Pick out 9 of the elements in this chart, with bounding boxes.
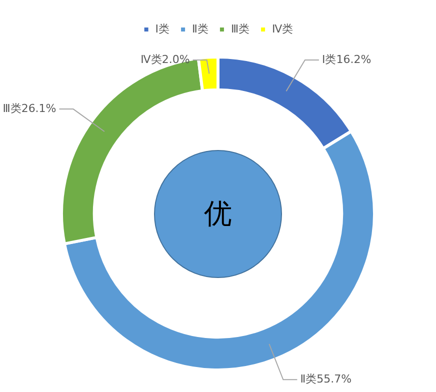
data-label: Ⅲ类26.1%: [2, 102, 56, 115]
data-label: Ⅳ类2.0%: [140, 52, 190, 66]
data-label: Ⅱ类55.7%: [300, 372, 352, 386]
legend-label: Ⅱ类: [192, 22, 208, 36]
legend-label: Ⅲ类: [230, 22, 250, 36]
circle-badge: 优: [154, 150, 282, 278]
data-label: Ⅰ类16.2%: [322, 52, 372, 66]
legend-label: Ⅳ类: [272, 22, 294, 36]
legend-label: Ⅰ类: [155, 22, 170, 36]
